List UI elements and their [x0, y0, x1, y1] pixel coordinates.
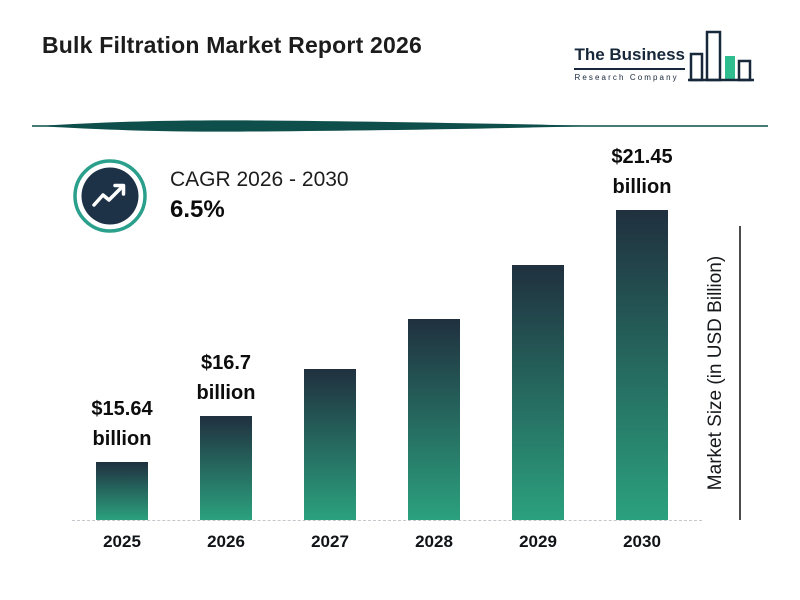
- logo-underline: [574, 68, 685, 70]
- x-axis-label-2025: 2025: [103, 532, 141, 551]
- cagr-text: CAGR 2026 - 2030 6.5%: [170, 168, 349, 224]
- logo-company-name: The Business: [574, 45, 685, 64]
- bar-value-label-2025: $15.64 billion: [91, 398, 153, 450]
- bar-value-label-2026: $16.7 billion: [196, 352, 256, 404]
- bar-2028: [408, 319, 460, 520]
- bar-group-2027: 2027: [278, 210, 382, 551]
- cagr-value: 6.5%: [170, 196, 225, 223]
- bar-group-2026: $16.7 billion 2026: [174, 210, 278, 551]
- x-axis-label-2027: 2027: [311, 532, 349, 551]
- x-axis-label-2028: 2028: [415, 532, 453, 551]
- bar-2026: [200, 416, 252, 520]
- logo-tagline: Research Company: [574, 73, 679, 82]
- bar-group-2025: $15.64 billion 2025: [70, 210, 174, 551]
- y-axis-label: Market Size (in USD Billion): [705, 255, 726, 491]
- bar-group-2029: 2029: [486, 210, 590, 551]
- x-axis-label-2029: 2029: [519, 532, 557, 551]
- bar-2030: [616, 210, 668, 520]
- logo-bars-icon: [688, 30, 754, 82]
- bar-2027: [304, 369, 356, 520]
- header-divider: [32, 120, 768, 132]
- growth-arrow-icon: [73, 159, 147, 233]
- bar-chart: $15.64 billion 2025 $16.7 billion 2026 2027 202…: [70, 146, 694, 551]
- x-axis-label-2030: 2030: [623, 532, 661, 551]
- cagr-label: CAGR 2026 - 2030: [170, 168, 349, 191]
- cagr-block: CAGR 2026 - 2030 6.5%: [72, 158, 349, 234]
- bar-value-label-2030: $21.45 billion: [611, 146, 673, 198]
- page-title: Bulk Filtration Market Report 2026: [42, 32, 422, 58]
- y-axis-line: [739, 226, 741, 520]
- company-logo: The Business Research Company: [574, 28, 756, 92]
- bar-2029: [512, 265, 564, 520]
- bar-2025: [96, 462, 148, 520]
- x-axis-label-2026: 2026: [207, 532, 245, 551]
- chart-baseline: [72, 520, 702, 521]
- bar-group-2028: 2028: [382, 210, 486, 551]
- bar-group-2030: $21.45 billion 2030: [590, 146, 694, 551]
- logo-text: The Business Research Company: [574, 45, 685, 92]
